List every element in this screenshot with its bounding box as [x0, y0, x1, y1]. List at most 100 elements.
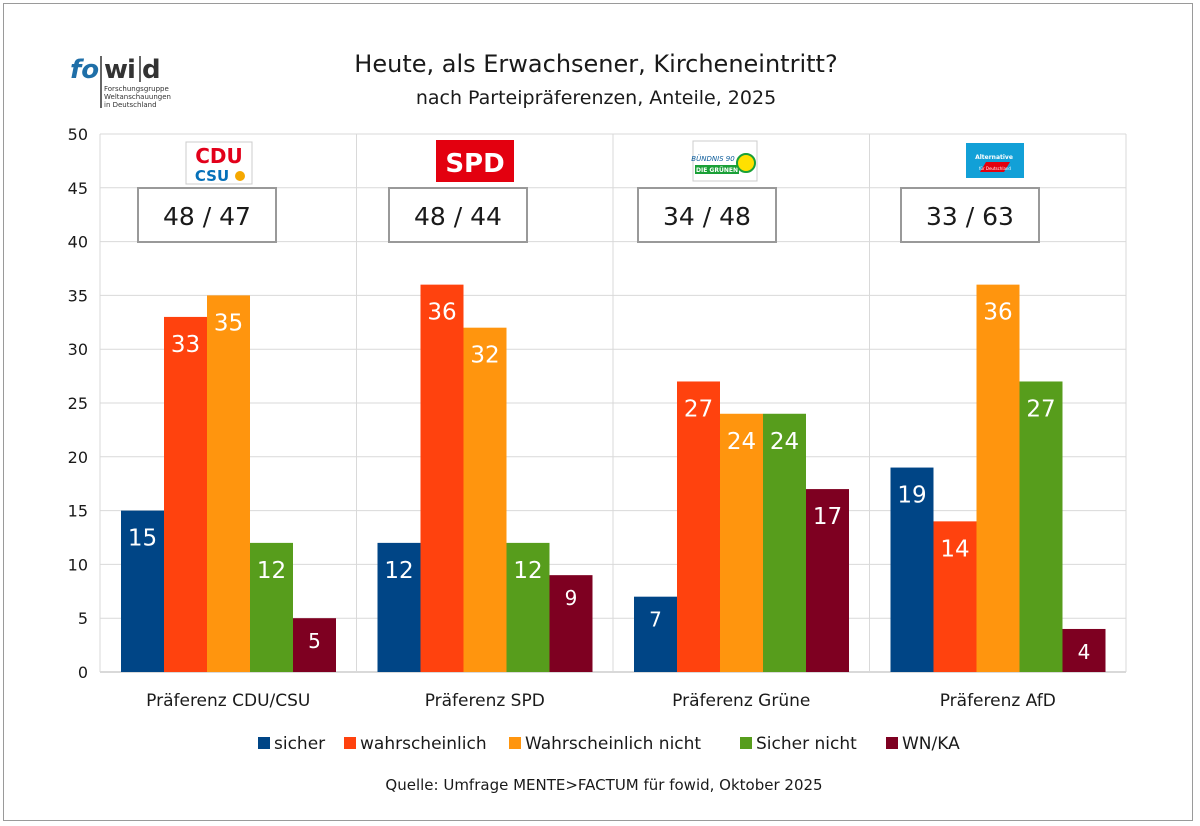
party-logo-cdu-csu: CDU CSU	[185, 141, 253, 185]
y-tick-label: 20	[68, 448, 88, 467]
bar	[549, 575, 593, 672]
legend-swatch	[740, 737, 752, 749]
annotation-box	[900, 187, 1040, 243]
bar-data-label: 19	[897, 483, 926, 509]
x-tick-label: Präferenz AfD	[940, 691, 1056, 711]
legend-label: Wahrscheinlich nicht	[525, 734, 701, 754]
csu-lion-icon	[235, 171, 245, 181]
bar	[506, 542, 550, 672]
bar	[677, 381, 720, 672]
annotation-boxes: 48 / 47 48 / 44 34 / 48 33 / 63	[137, 187, 1040, 243]
bar-data-label: 35	[214, 310, 243, 336]
bar-data-label: 36	[983, 300, 1012, 326]
annotation-box	[137, 187, 277, 243]
legend-label: sicher	[274, 734, 325, 754]
afd-logo-line1: Alternative	[975, 154, 1013, 161]
party-logo-spd: SPD	[436, 140, 514, 182]
logo-subtitle-3: in Deutschland	[104, 101, 157, 109]
bar	[293, 618, 336, 672]
bar-data-labels: 15 33 35 12 5 12 36 32 12 9 7 27 24 24 17 19 14 36 27 4	[128, 300, 1091, 664]
fowid-logo: fo w i d Forschungsgruppe Weltanschauung…	[70, 55, 171, 109]
bar	[933, 521, 977, 672]
annotation-text: 48 / 47	[163, 202, 251, 231]
bar-data-label: 14	[940, 536, 969, 562]
gruene-logo-line1: BÜNDNIS 90	[691, 154, 735, 163]
bar-data-label: 12	[513, 558, 542, 584]
y-tick-label: 25	[68, 394, 88, 413]
x-axis-labels: Präferenz CDU/CSU Präferenz SPD Präferenz …	[146, 691, 1056, 711]
bar-data-label: 5	[308, 629, 321, 653]
bar	[164, 316, 207, 672]
bar	[463, 327, 507, 672]
bar	[121, 510, 164, 672]
source-note: Quelle: Umfrage MENTE>FACTUM für fowid, …	[385, 776, 822, 794]
legend-label: WN/KA	[902, 734, 960, 754]
grid-lines	[99, 133, 1127, 673]
x-tick-label: Präferenz Grüne	[672, 691, 810, 711]
x-tick-label: Präferenz SPD	[425, 691, 545, 711]
bar-data-label: 9	[565, 586, 578, 610]
bars	[121, 284, 1106, 672]
bar	[207, 295, 250, 672]
bar-data-label: 33	[171, 332, 200, 358]
y-tick-label: 50	[68, 125, 88, 144]
party-logo-afd: Alternative für Deutschland	[966, 143, 1024, 178]
chart-title: Heute, als Erwachsener, Kircheneintritt?	[354, 50, 837, 78]
y-tick-label: 15	[68, 502, 88, 521]
bar-data-label: 15	[128, 526, 157, 552]
bar	[890, 467, 934, 672]
y-tick-label: 35	[68, 286, 88, 305]
logo-subtitle-1: Forschungsgruppe	[104, 85, 169, 93]
bar-data-label: 12	[257, 558, 286, 584]
legend: sicher wahrscheinlich Wahrscheinlich nicht…	[258, 734, 960, 754]
gruene-logo-banner	[695, 165, 739, 174]
y-tick-label: 30	[68, 340, 88, 359]
party-logo-gruene: BÜNDNIS 90 DIE GRÜNEN	[691, 140, 758, 182]
bar	[377, 542, 421, 672]
bar-data-label: 24	[727, 429, 756, 455]
afd-logo-line2: für Deutschland	[979, 166, 1011, 171]
afd-arrow-icon	[980, 162, 1010, 172]
bar-data-label: 27	[1026, 396, 1055, 422]
csu-logo-text: CSU	[195, 167, 229, 185]
bar	[1062, 628, 1106, 672]
spd-logo-frame	[436, 140, 514, 182]
bar	[250, 542, 293, 672]
bar-data-label: 24	[770, 429, 799, 455]
y-tick-label: 10	[68, 555, 88, 574]
legend-swatch	[886, 737, 898, 749]
y-tick-label: 0	[78, 663, 88, 682]
annotation-box	[637, 187, 777, 243]
bar	[1019, 381, 1063, 672]
bar	[806, 489, 849, 672]
legend-swatch	[344, 737, 356, 749]
legend-swatch	[258, 737, 270, 749]
logo-subtitle-2: Weltanschauungen	[104, 93, 171, 101]
bar-data-label: 7	[649, 608, 662, 632]
gruene-logo-line2: DIE GRÜNEN	[696, 167, 738, 174]
logo-word-i: i	[127, 55, 136, 85]
afd-logo-frame	[966, 143, 1024, 178]
logo-word-d: d	[142, 55, 161, 85]
y-tick-label: 5	[78, 609, 88, 628]
logo-word-fo: fo	[70, 55, 99, 85]
logo-word-w: w	[104, 55, 128, 85]
bar-data-label: 32	[470, 343, 499, 369]
bar-data-label: 27	[684, 396, 713, 422]
bar-data-label: 12	[384, 558, 413, 584]
bar	[976, 284, 1020, 672]
bar	[763, 413, 806, 672]
annotation-text: 48 / 44	[414, 202, 502, 231]
sunflower-icon	[736, 153, 756, 173]
legend-label: Sicher nicht	[756, 734, 857, 754]
annotation-box	[388, 187, 528, 243]
annotation-text: 33 / 63	[926, 202, 1014, 231]
x-tick-label: Präferenz CDU/CSU	[146, 691, 310, 711]
y-tick-label: 40	[68, 233, 88, 252]
annotation-text: 34 / 48	[663, 202, 751, 231]
chart-subtitle: nach Parteipräferenzen, Anteile, 2025	[416, 87, 776, 109]
bar	[634, 596, 677, 672]
y-axis-ticks: 0 5 10 15 20 25 30 35 40 45 50	[68, 125, 88, 682]
y-tick-label: 45	[68, 179, 88, 198]
